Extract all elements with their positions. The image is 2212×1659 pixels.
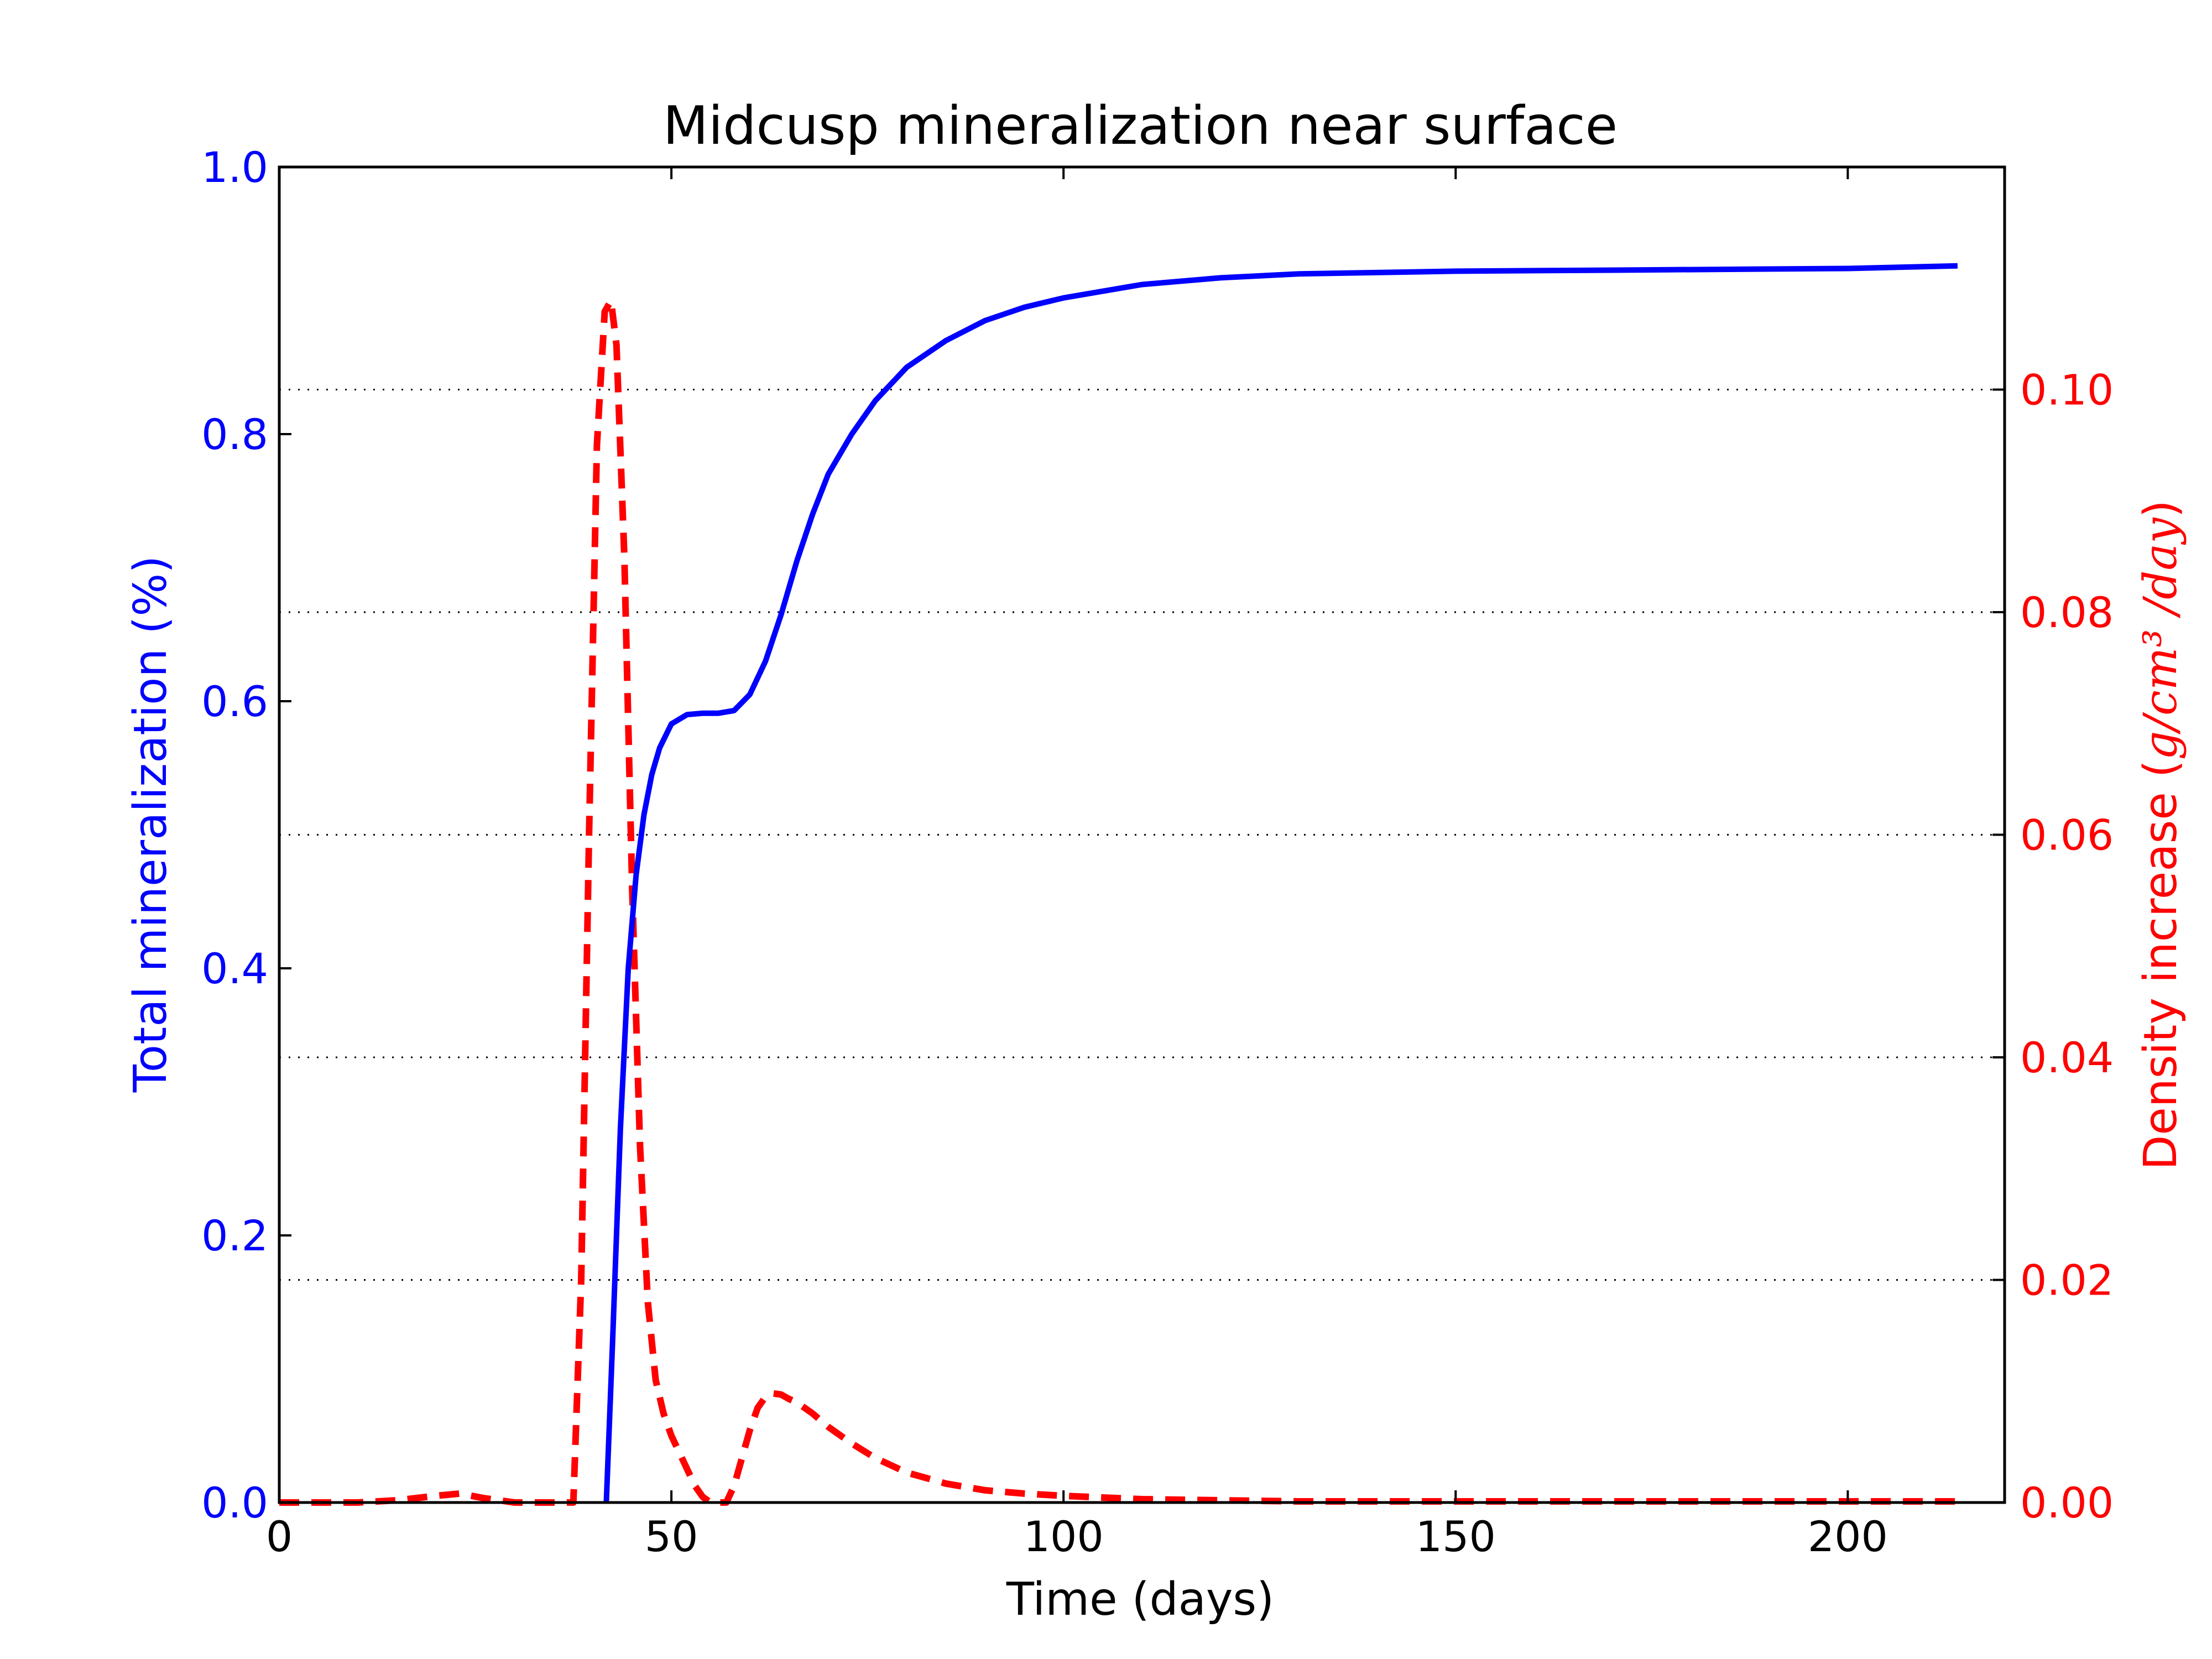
right-tick-label: 0.00 — [2020, 1478, 2114, 1527]
density-increase-line — [279, 297, 1958, 1506]
right-axis-label-suffix: ) — [2135, 500, 2187, 518]
right-tick-label: 0.08 — [2020, 588, 2114, 637]
left-tick-label: 0.6 — [201, 677, 268, 726]
x-tick-label: 200 — [1808, 1512, 1888, 1561]
left-axis-label: Total mineralization (%) — [124, 556, 177, 1093]
x-tick-label: 150 — [1416, 1512, 1496, 1561]
left-axis-ticks: 0.0 0.2 0.4 0.6 0.8 1.0 — [201, 143, 291, 1527]
x-tick-label: 0 — [266, 1512, 293, 1561]
right-axis-label-prefix: Density increase ( — [2135, 760, 2187, 1170]
right-tick-label: 0.02 — [2020, 1256, 2114, 1305]
chart-title: Midcusp mineralization near surface — [663, 96, 1618, 156]
left-tick-label: 0.0 — [201, 1478, 268, 1527]
right-tick-label: 0.06 — [2020, 811, 2114, 860]
left-tick-label: 0.2 — [201, 1211, 268, 1260]
x-axis-label: Time (days) — [1006, 1573, 1274, 1626]
left-tick-label: 1.0 — [201, 143, 268, 192]
x-tick-label: 100 — [1024, 1512, 1104, 1561]
x-axis-ticks: 0 50 100 150 200 — [266, 167, 1888, 1561]
right-tick-label: 0.04 — [2020, 1033, 2114, 1082]
left-tick-label: 0.8 — [201, 410, 268, 459]
total-mineralization-line — [603, 263, 1958, 1503]
plot-series — [279, 263, 1958, 1506]
left-tick-label: 0.4 — [201, 944, 268, 993]
right-axis-ticks: 0.00 0.02 0.04 0.06 0.08 0.10 — [1992, 366, 2114, 1527]
right-axis-label-unit: g/cm³ /day — [2135, 517, 2187, 760]
right-axis-label: Density increase (g/cm³ /day) — [2135, 500, 2187, 1170]
right-tick-label: 0.10 — [2020, 366, 2114, 415]
x-tick-label: 50 — [645, 1512, 698, 1561]
